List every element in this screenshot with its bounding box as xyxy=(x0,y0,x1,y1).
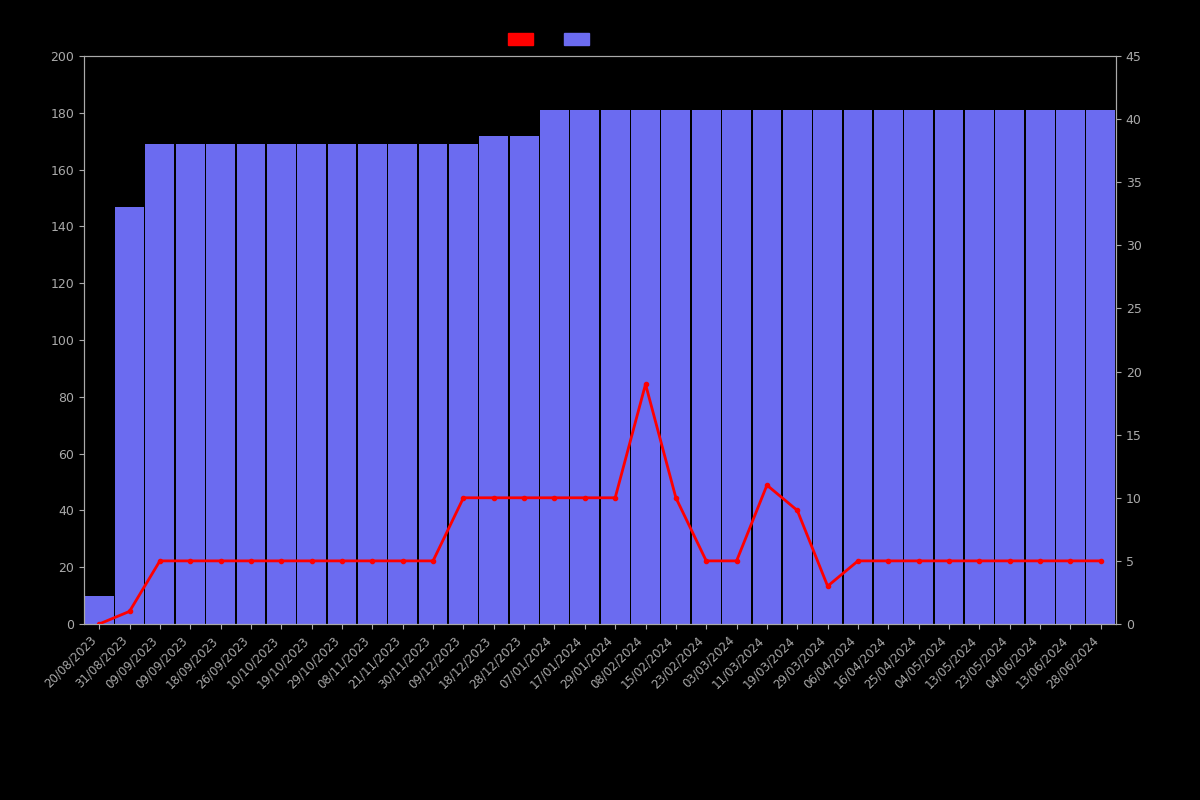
Bar xyxy=(1086,110,1115,624)
Legend:   ,   : , xyxy=(504,29,613,51)
Bar xyxy=(85,595,114,624)
Bar xyxy=(236,144,265,624)
Bar xyxy=(570,110,599,624)
Bar xyxy=(540,110,569,624)
Bar xyxy=(419,144,448,624)
Bar xyxy=(631,110,660,624)
Bar xyxy=(874,110,902,624)
Bar xyxy=(206,144,235,624)
Bar xyxy=(389,144,418,624)
Bar xyxy=(722,110,751,624)
Bar xyxy=(905,110,934,624)
Bar xyxy=(145,144,174,624)
Bar xyxy=(266,144,295,624)
Bar xyxy=(510,135,539,624)
Bar xyxy=(752,110,781,624)
Bar xyxy=(692,110,721,624)
Bar xyxy=(449,144,478,624)
Bar xyxy=(1056,110,1085,624)
Bar xyxy=(814,110,842,624)
Bar xyxy=(1026,110,1055,624)
Bar xyxy=(844,110,872,624)
Bar xyxy=(935,110,964,624)
Bar xyxy=(965,110,994,624)
Bar xyxy=(328,144,356,624)
Bar xyxy=(995,110,1024,624)
Bar xyxy=(298,144,326,624)
Bar xyxy=(661,110,690,624)
Bar xyxy=(358,144,386,624)
Bar xyxy=(479,135,508,624)
Bar xyxy=(176,144,205,624)
Bar xyxy=(115,206,144,624)
Bar xyxy=(601,110,630,624)
Bar xyxy=(782,110,811,624)
